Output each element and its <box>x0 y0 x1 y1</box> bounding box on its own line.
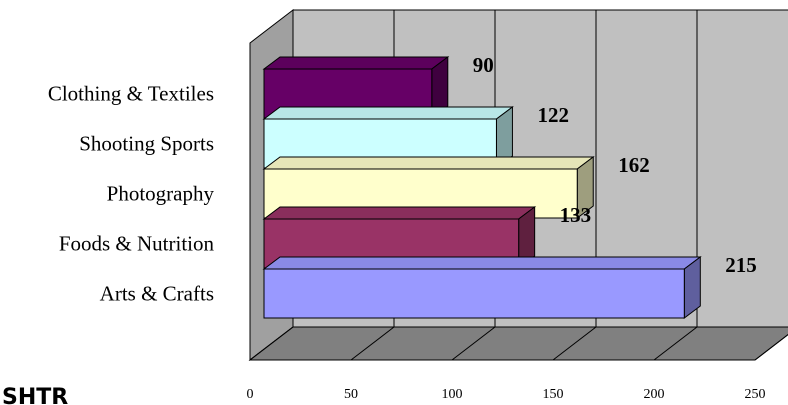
floor-gridline <box>350 326 395 361</box>
value-label: 122 <box>537 103 569 127</box>
bar-top-face <box>262 256 702 270</box>
category-label: Photography <box>107 182 215 206</box>
category-labels: Clothing & Textiles Shooting Sports Photog… <box>48 82 215 306</box>
value-label: 215 <box>725 253 757 277</box>
floor-gridline <box>653 326 698 361</box>
x-tick-label: 0 <box>247 387 254 402</box>
category-label: Arts & Crafts <box>100 282 214 306</box>
floor-gridline <box>754 334 788 361</box>
category-label: Foods & Nutrition <box>59 232 215 256</box>
floor-gridline <box>249 326 294 361</box>
floor-gridline <box>451 326 496 361</box>
x-tick-label: 150 <box>543 387 564 402</box>
bar-top-face <box>262 106 514 120</box>
bar-top-face <box>262 156 595 170</box>
floor-gridline <box>552 326 597 361</box>
x-tick-label: 100 <box>442 387 463 402</box>
x-tick-labels: 0 50 100 150 200 250 <box>247 387 766 402</box>
x-tick-label: 200 <box>644 387 665 402</box>
bars <box>262 56 702 319</box>
bar-top-face <box>262 56 450 70</box>
x-tick-label: 250 <box>745 387 766 402</box>
category-label: Clothing & Textiles <box>48 82 214 106</box>
value-label: 162 <box>618 153 650 177</box>
category-label: Shooting Sports <box>79 132 214 156</box>
value-labels: 90 122 162 133 215 <box>473 53 757 277</box>
corner-text: SHTR <box>2 385 68 405</box>
bar-front-face <box>263 268 685 319</box>
value-label: 133 <box>560 203 592 227</box>
bar <box>262 256 702 319</box>
bar-top-face <box>262 206 537 220</box>
x-tick-label: 50 <box>344 387 358 402</box>
value-label: 90 <box>473 53 494 77</box>
chart-floor <box>248 326 788 361</box>
